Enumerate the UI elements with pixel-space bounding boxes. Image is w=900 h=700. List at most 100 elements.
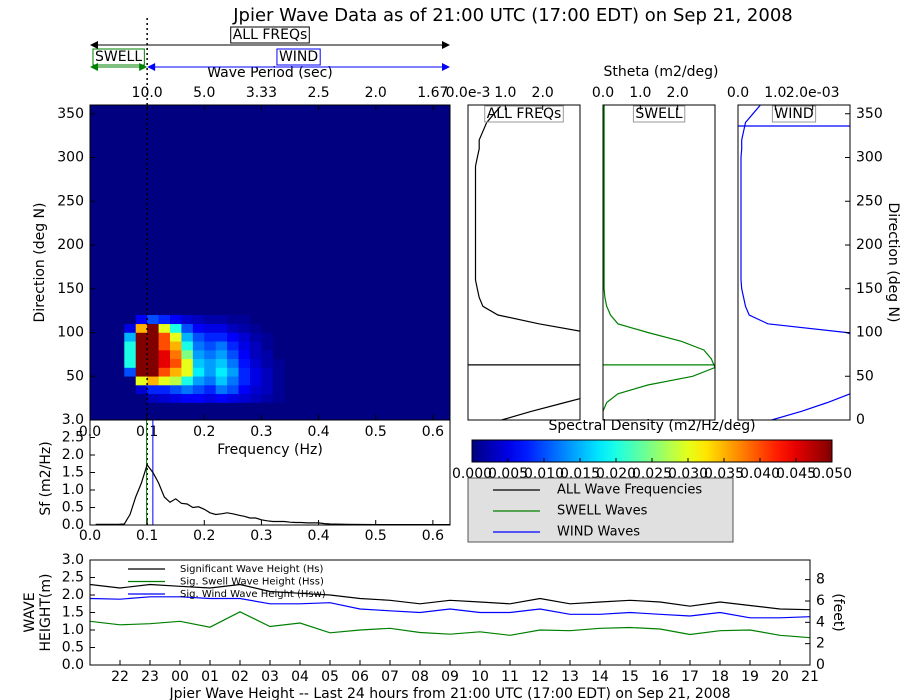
- heatmap-cell: [272, 376, 285, 386]
- y-axis-title: HEIGHT(m): [38, 574, 54, 652]
- heatmap-cell: [158, 358, 171, 368]
- panel-label: ALL FREQs: [487, 106, 562, 122]
- x2-tick-label: 2.0: [365, 85, 387, 101]
- panel-label-box: [771, 105, 817, 123]
- heatmap-cell: [227, 315, 239, 325]
- arrow-head: [147, 63, 156, 71]
- legend-box: [467, 477, 734, 543]
- x-tick-label: 2.0e-03: [786, 85, 840, 101]
- heatmap-cell: [170, 385, 182, 395]
- x-tick-label: 0.0: [79, 528, 101, 544]
- heatmap-cell: [250, 323, 262, 333]
- heatmap-cell: [238, 385, 251, 395]
- heatmap-cell: [272, 393, 285, 403]
- heatmap-cell: [158, 376, 171, 386]
- heatmap-cell: [135, 393, 148, 403]
- heatmap-cell: [181, 332, 194, 342]
- heatmap-cell: [101, 350, 114, 360]
- heatmap-cell: [261, 393, 274, 403]
- x-tick-label: 0.2: [193, 424, 215, 440]
- heatmap-cell: [158, 341, 171, 351]
- heatmap-cell: [204, 393, 217, 403]
- y-tick-label: 0.0: [62, 517, 84, 533]
- heatmap-cell: [158, 315, 171, 325]
- heatmap-cell: [147, 376, 159, 386]
- heatmap-cell: [124, 358, 137, 368]
- x2-axis-title: Wave Period (sec): [207, 65, 333, 81]
- legend-label: Sig. Wind Wave Height (Hsw): [180, 589, 326, 600]
- colorbar-tick-label: 0.050: [812, 466, 852, 482]
- x-tick-label: 12: [531, 669, 549, 685]
- heatmap-cell: [261, 367, 274, 377]
- heatmap-cell: [170, 376, 182, 386]
- heatmap-cell: [124, 385, 137, 395]
- heatmap-cell: [215, 315, 228, 325]
- heatmap-cell: [238, 323, 251, 333]
- y-tick-label: 350: [856, 106, 883, 122]
- arrow-head: [90, 41, 98, 49]
- heatmap-cell: [135, 341, 148, 351]
- x-tick-label: 1.0: [629, 85, 651, 101]
- y-tick-label: 1.5: [62, 465, 84, 481]
- heatmap-cell: [227, 376, 239, 386]
- heatmap-cell: [261, 358, 274, 368]
- heatmap-cell: [147, 367, 159, 377]
- heatmap-cell: [192, 350, 205, 360]
- heatmap-cell: [101, 358, 114, 368]
- heatmap-cell: [124, 315, 137, 325]
- y-tick-label: 150: [856, 281, 883, 297]
- heatmap-cell: [227, 385, 239, 395]
- heatmap-cell: [215, 341, 228, 351]
- x-tick-label: 2.0: [532, 85, 554, 101]
- legend-label: SWELL Waves: [557, 504, 648, 519]
- heatmap-cell: [238, 315, 251, 325]
- x-tick-label: 0.3: [250, 528, 272, 544]
- spectrum-plot: [95, 420, 450, 525]
- heatmap-cell: [112, 358, 125, 368]
- heatmap-cell: [192, 393, 205, 403]
- heatmap-cell: [227, 367, 239, 377]
- heatmap-cell: [215, 393, 228, 403]
- height-line: [90, 611, 810, 639]
- heatmap-cell: [204, 315, 217, 325]
- y-tick-label: 50: [66, 368, 84, 384]
- heatmap-cell: [272, 332, 285, 342]
- x-tick-label: 1.0: [764, 85, 786, 101]
- x-tick-label: 11: [501, 669, 519, 685]
- annotation-label: WIND: [279, 49, 318, 65]
- y-tick-label: 2.0: [62, 587, 84, 603]
- x-tick-label: 10: [471, 669, 489, 685]
- heatmap-cell: [192, 367, 205, 377]
- heatmap-cell: [250, 332, 262, 342]
- x-tick-label: 0.0e-3: [446, 85, 491, 101]
- height-plot: [90, 583, 810, 639]
- x-tick-label: 0.0: [592, 85, 614, 101]
- heatmap-cell: [192, 341, 205, 351]
- x-tick-label: 0.3: [250, 424, 272, 440]
- profile-plot: [603, 105, 715, 420]
- heatmap-cell: [124, 393, 137, 403]
- x-axis-title: Frequency (Hz): [217, 442, 323, 458]
- heatmap-cell: [101, 376, 114, 386]
- heatmap-cell: [215, 332, 228, 342]
- y-tick-label: 3.0: [62, 552, 84, 568]
- heatmap-cell: [250, 376, 262, 386]
- annotation-box: [276, 48, 321, 66]
- x-tick-label: 01: [201, 669, 219, 685]
- y-tick-label: 0: [856, 412, 865, 428]
- heatmap-cell: [250, 315, 262, 325]
- y-tick-label: 0.0: [62, 657, 84, 673]
- heatmap-cell: [158, 367, 171, 377]
- x-tick-label: 00: [171, 669, 189, 685]
- plot-frame: [467, 104, 581, 421]
- colorbar-tick-label: 0.040: [740, 466, 780, 482]
- panel-label-box: [484, 105, 564, 123]
- heatmap-cell: [147, 358, 159, 368]
- x-tick-label: 05: [321, 669, 339, 685]
- y-tick-label: 2.0: [62, 447, 84, 463]
- y2-tick-label: 4: [816, 614, 825, 630]
- legend-label: ALL Wave Frequencies: [557, 483, 702, 498]
- heatmap-cell: [204, 385, 217, 395]
- heatmap-cell: [124, 323, 137, 333]
